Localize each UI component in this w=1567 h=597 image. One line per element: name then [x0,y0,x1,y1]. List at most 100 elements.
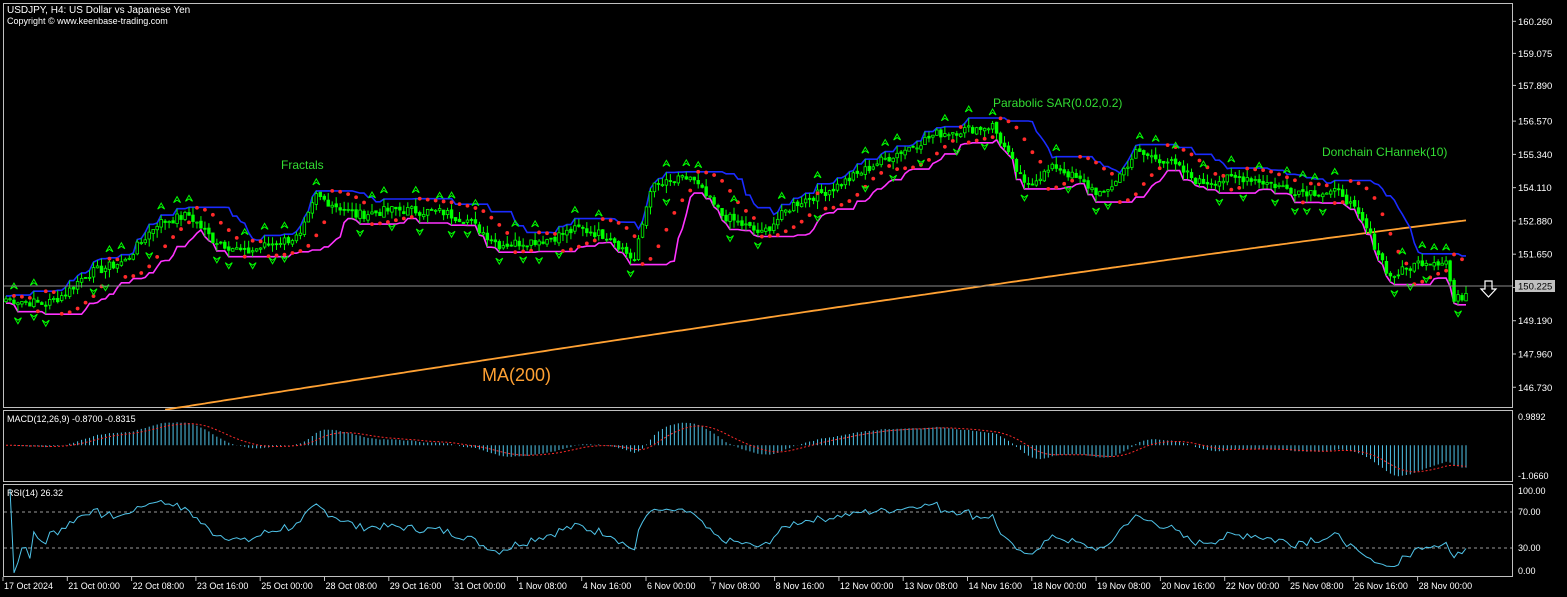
rsi-path [9,488,1467,573]
candle-body [91,267,96,278]
sar-dot [155,255,160,259]
time-tick-label: 25 Oct 00:00 [261,581,313,591]
rsi-panel: RSI(14) 26.32 100.00 70.00 30.00 0.00 [3,484,1546,577]
candle-body [680,175,684,178]
candle-body [16,302,20,306]
candle-body [1245,177,1249,182]
candle-body [899,151,903,154]
fractal-down-icon [662,198,671,207]
fractal-down-icon [447,230,456,239]
sar-dot [266,254,271,259]
candle-body [652,182,657,193]
sar-dot [43,289,48,294]
sar-dot [1054,185,1059,190]
sar-dot [1460,257,1464,262]
candle-body [71,286,76,290]
candle-body [648,191,653,208]
sar-dot [1181,147,1186,152]
sar-dot [927,157,931,162]
ma200-path [164,219,1467,411]
sar-dot [895,167,900,172]
candle-body [187,212,191,216]
candle-body [1066,171,1070,178]
candle-body [513,239,517,247]
sar-dot [576,244,581,249]
candle-body [354,209,358,218]
candle-body [199,220,203,229]
candle-body [1396,274,1401,277]
fractal-up-icon [117,241,126,250]
sar-dot [600,217,605,221]
candle-body [28,302,32,307]
price-tick-label: 160.260 [1518,17,1552,28]
fractal-up-icon [379,186,388,194]
sar-dot [131,274,136,278]
sar-dot [1300,200,1305,205]
candle-body [119,261,124,266]
candle-body [1130,158,1134,168]
rsi-line [9,488,1467,573]
candle-body [1030,183,1035,186]
candle-body [1253,179,1257,181]
fractal-up-icon [447,191,456,199]
sar-dot [672,210,677,215]
candle-body [664,179,669,186]
time-tick-label: 20 Nov 16:00 [1161,581,1215,591]
price-tick-label: 157.890 [1518,81,1552,92]
fractal-down-icon [1454,310,1462,318]
price-tick-label: 156.570 [1518,117,1552,128]
candle-body [724,214,728,222]
sar-dot [608,218,613,223]
candle-body [887,156,891,162]
candle-body [589,231,593,234]
fractal-down-icon [29,313,38,322]
sar-dot [298,249,303,253]
sar-dot [815,191,820,196]
sar-dot [990,135,995,140]
fractal-up-icon [1171,141,1180,149]
candle-body [4,298,8,303]
candle-body [266,243,271,246]
candle-body [1249,178,1253,182]
sar-dot [632,234,637,239]
sar-dot [903,166,907,171]
sar-dot [171,235,175,239]
sar-dot [966,140,971,145]
sar-dot [83,300,88,305]
candle-body [831,188,836,192]
time-tick-label: 18 Nov 00:00 [1033,581,1087,591]
candle-body [971,127,975,134]
candle-body [406,207,410,216]
candle-body [362,210,366,219]
candle-body [1368,228,1373,234]
sar-dot [75,306,80,311]
fractal-down-icon [1302,208,1311,216]
fractal-down-icon [1390,290,1399,298]
candle-body [215,243,219,246]
macd-signal-line [6,423,1467,473]
sar-dot [1380,212,1385,217]
candle-body [1289,187,1293,194]
candle-body [636,238,641,261]
time-tick-label: 29 Oct 16:00 [390,581,442,591]
fractal-down-icon [212,256,221,264]
candle-body [1388,272,1393,277]
candle-body [207,227,211,235]
fractal-down-icon [415,228,424,236]
candle-body [1038,178,1043,181]
fractal-up-icon [173,195,181,204]
candle-body [978,126,983,130]
candle-body [915,147,919,150]
candle-body [541,241,545,244]
candle-body [863,166,867,175]
candle-body [346,209,350,211]
fractal-up-icon [280,221,289,229]
candle-body [843,178,848,186]
fractal-down-icon [1064,186,1073,194]
sar-dot [1245,166,1250,171]
candle-body [394,206,398,210]
candle-body [457,218,462,223]
sar-dot [1102,166,1106,171]
candle-body [1173,158,1178,165]
sar-dot [393,218,398,223]
